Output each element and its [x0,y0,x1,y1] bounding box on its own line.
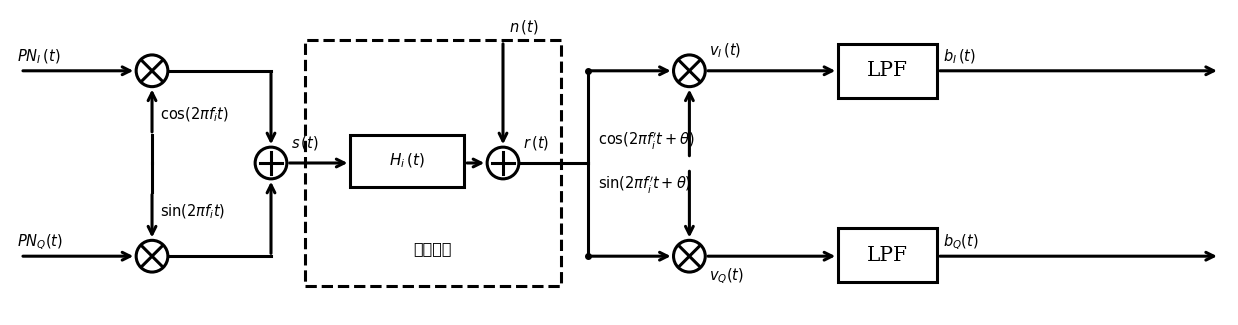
Text: $b_I\,(t)$: $b_I\,(t)$ [943,48,976,66]
Text: 测试信道: 测试信道 [413,240,452,257]
Text: LPF: LPF [867,61,909,80]
FancyBboxPatch shape [838,44,937,98]
Text: $v_Q(t)$: $v_Q(t)$ [709,266,744,286]
FancyBboxPatch shape [350,135,464,187]
Text: $s\,(t)$: $s\,(t)$ [291,134,318,152]
Text: $b_Q(t)$: $b_Q(t)$ [943,233,979,252]
Text: $\cos(2\pi f_i^{\prime}t+\theta)$: $\cos(2\pi f_i^{\prime}t+\theta)$ [598,131,696,152]
Text: $v_I\,(t)$: $v_I\,(t)$ [709,42,742,60]
Text: $r\,(t)$: $r\,(t)$ [522,134,548,152]
Text: $PN_Q(t)$: $PN_Q(t)$ [17,233,63,252]
Text: $H_i\,(t)$: $H_i\,(t)$ [390,152,426,170]
Text: $n\,(t)$: $n\,(t)$ [509,18,539,36]
Text: $\sin(2\pi f_i^{\prime}t+\theta)$: $\sin(2\pi f_i^{\prime}t+\theta)$ [598,175,692,196]
Text: $PN_I\,(t)$: $PN_I\,(t)$ [17,48,61,66]
Text: LPF: LPF [867,246,909,265]
Text: $\cos(2\pi f_i t)$: $\cos(2\pi f_i t)$ [160,106,229,124]
FancyBboxPatch shape [838,228,937,282]
Bar [305,40,561,286]
Text: $\sin(2\pi f_i t)$: $\sin(2\pi f_i t)$ [160,202,225,221]
